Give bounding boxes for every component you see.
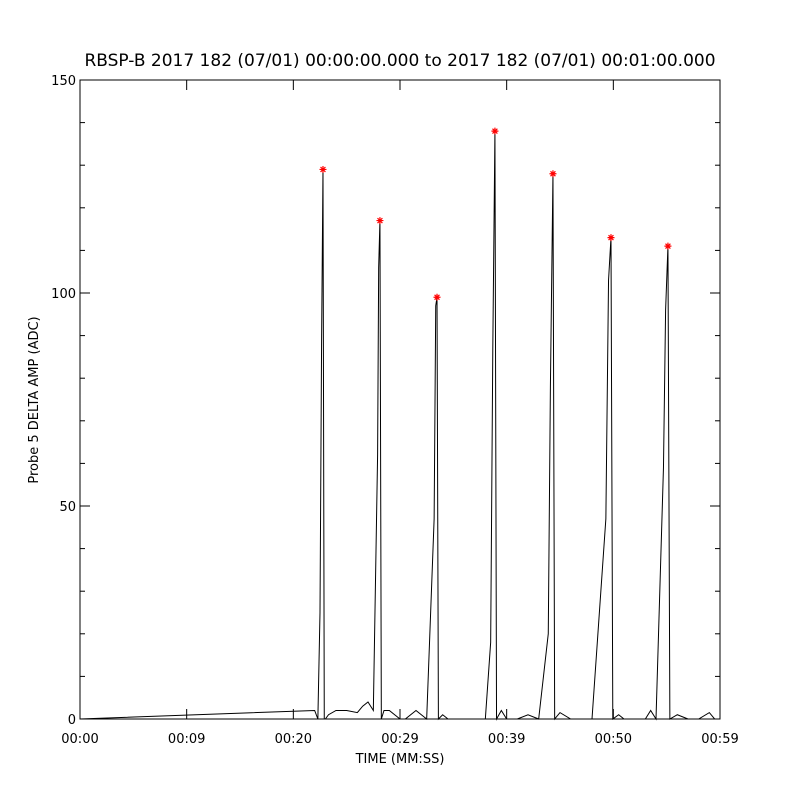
x-tick-label: 00:39 [488,732,525,747]
x-tick-label: 00:20 [275,732,312,747]
x-tick-label: 00:00 [61,732,98,747]
peak-marker [491,127,499,135]
peak-marker [607,234,615,242]
x-tick-label: 00:29 [381,732,418,747]
peak-marker [433,293,441,301]
peak-marker [376,217,384,225]
plot-frame [79,79,721,720]
x-tick-label: 00:09 [168,732,205,747]
y-tick-label: 0 [68,713,76,728]
x-axis-label: TIME (MM:SS) [355,752,445,767]
y-tick-label: 100 [51,287,76,302]
peak-marker [319,165,327,173]
x-tick-label: 00:59 [701,732,738,747]
y-tick-label: 50 [59,500,76,515]
peak-marker [549,170,557,178]
y-axis-label: Probe 5 DELTA AMP (ADC) [27,316,42,483]
y-tick-label: 150 [51,74,76,89]
data-line [79,131,720,721]
x-tick-label: 00:50 [595,732,632,747]
peak-marker [664,242,672,250]
chart-title: RBSP-B 2017 182 (07/01) 00:00:00.000 to … [84,51,715,71]
